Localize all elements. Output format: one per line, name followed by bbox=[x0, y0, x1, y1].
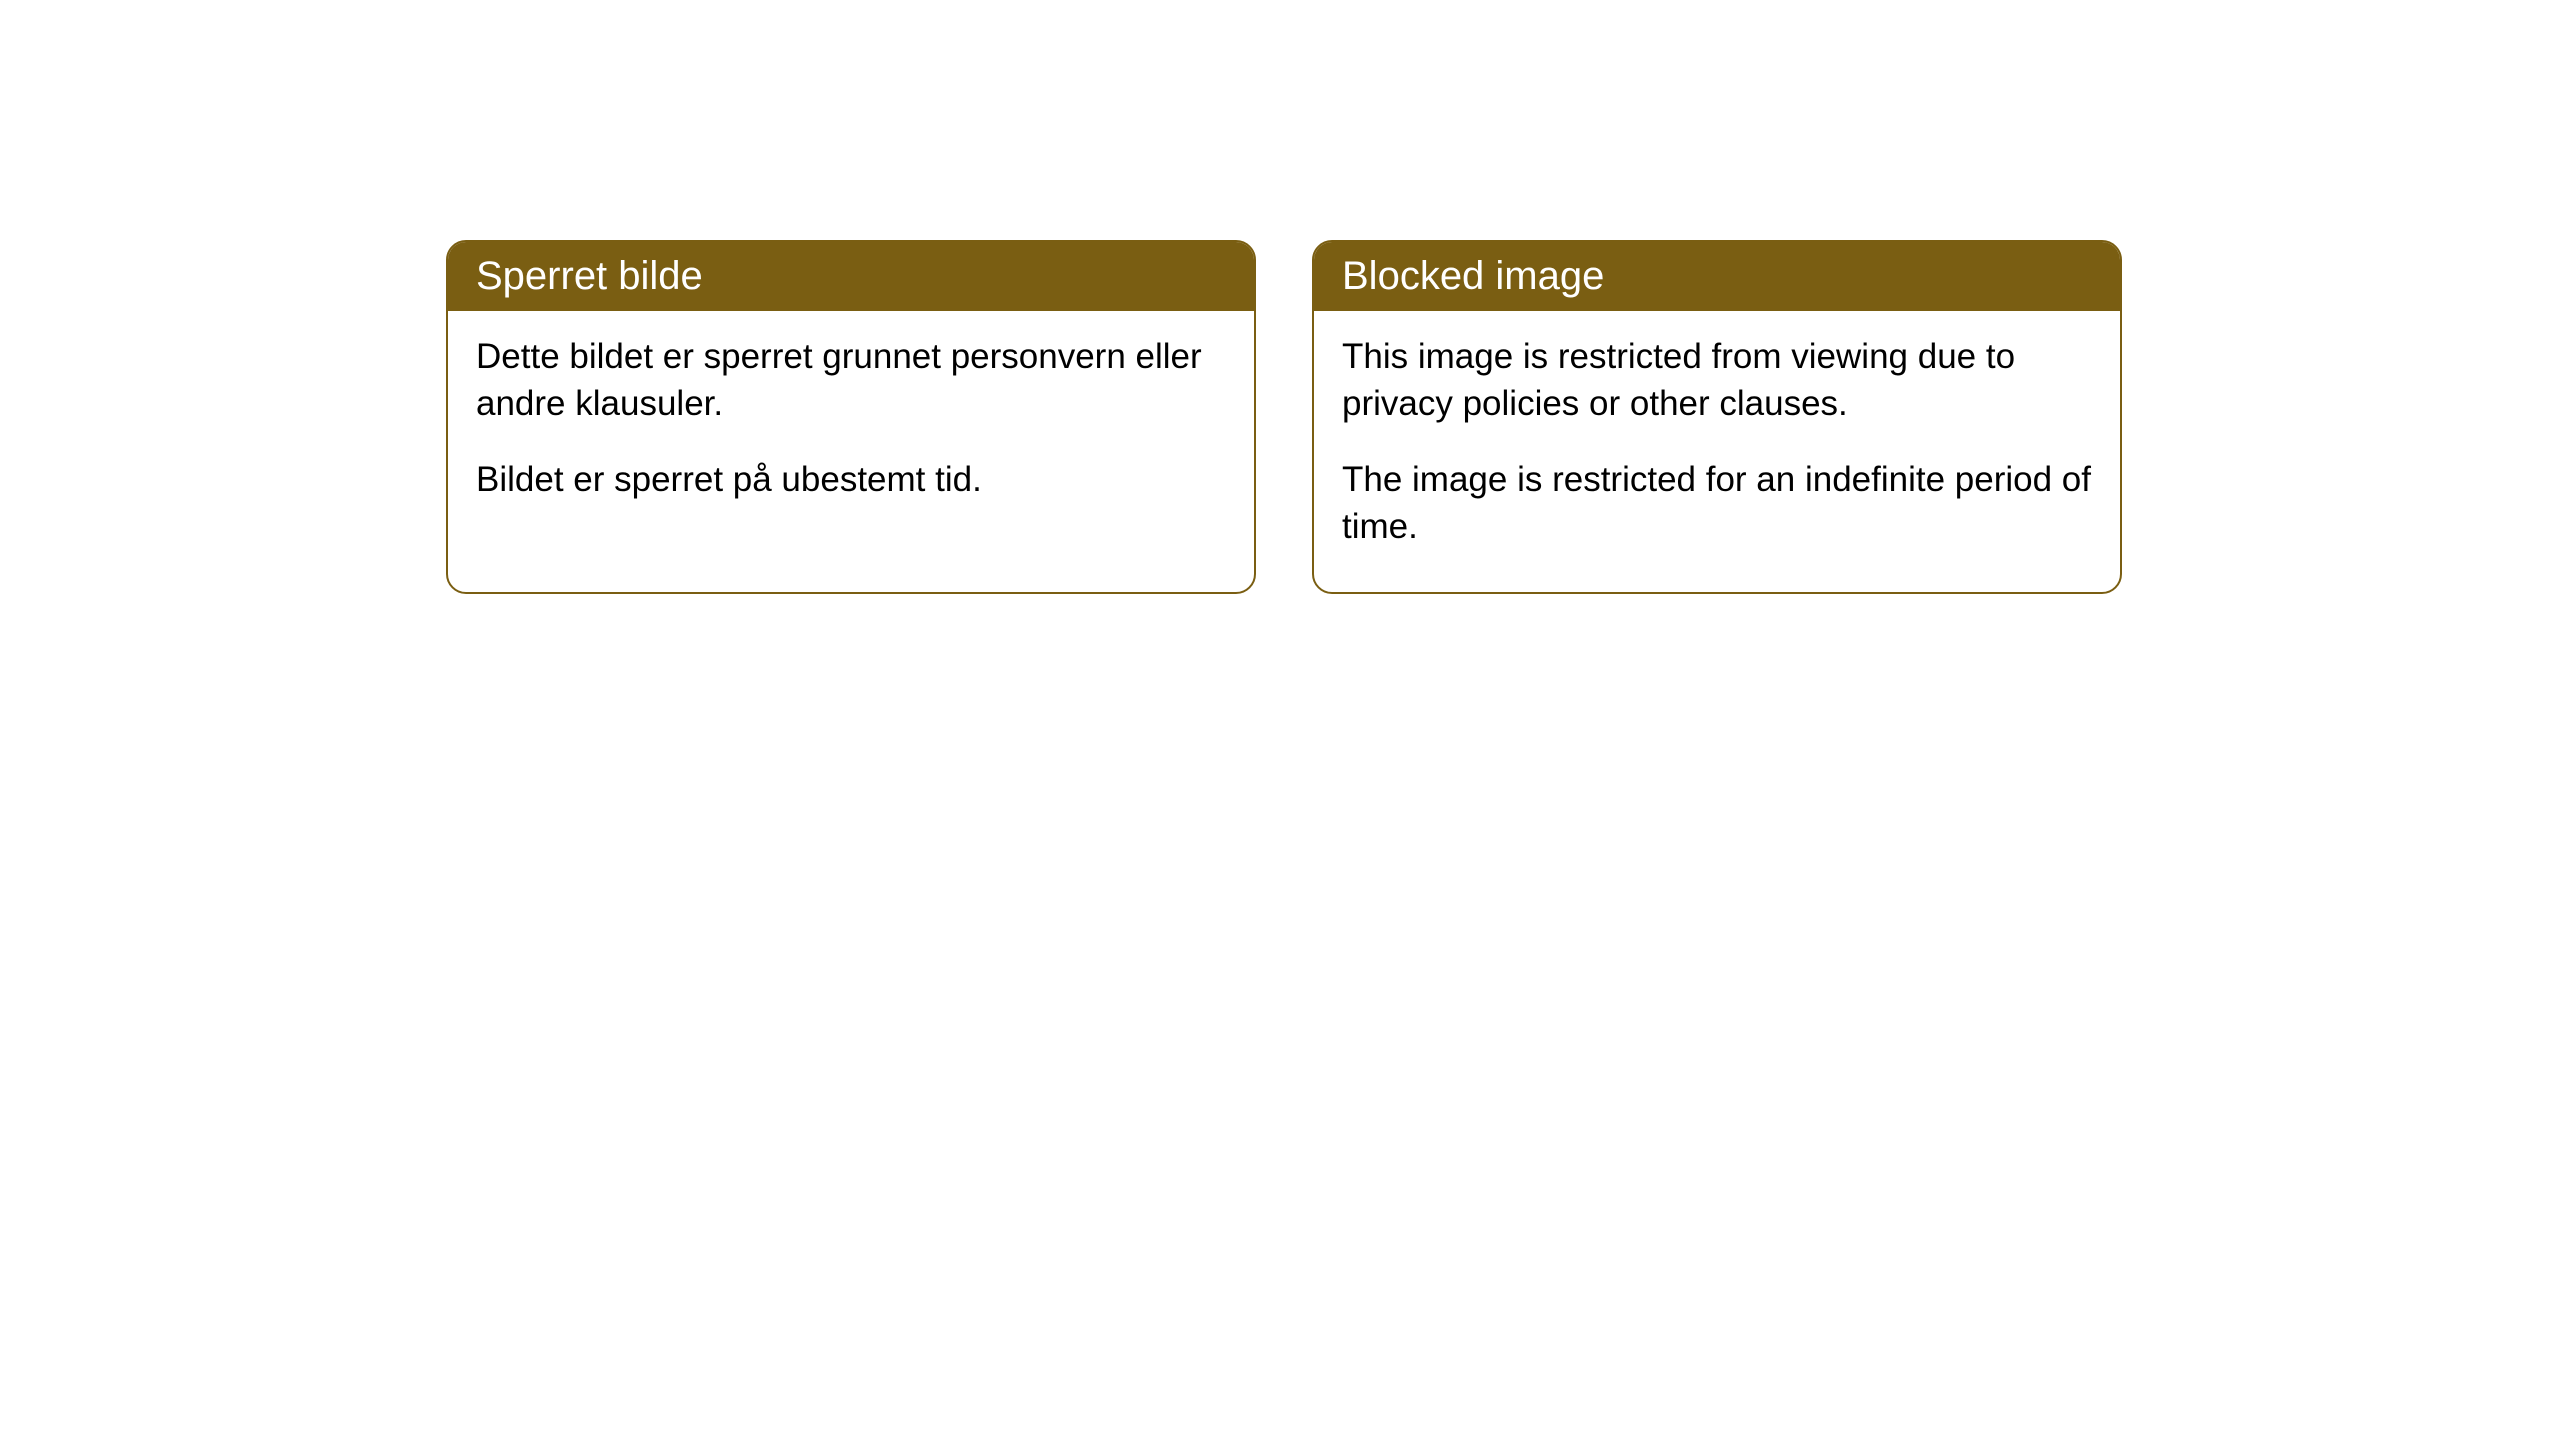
card-title: Sperret bilde bbox=[476, 254, 703, 298]
card-paragraph: The image is restricted for an indefinit… bbox=[1342, 456, 2092, 551]
card-paragraph: Dette bildet er sperret grunnet personve… bbox=[476, 333, 1226, 428]
card-body-norwegian: Dette bildet er sperret grunnet personve… bbox=[448, 311, 1254, 545]
notice-card-norwegian: Sperret bilde Dette bildet er sperret gr… bbox=[446, 240, 1256, 594]
card-header-english: Blocked image bbox=[1314, 242, 2120, 311]
card-title: Blocked image bbox=[1342, 254, 1604, 298]
card-header-norwegian: Sperret bilde bbox=[448, 242, 1254, 311]
card-paragraph: Bildet er sperret på ubestemt tid. bbox=[476, 456, 1226, 503]
card-paragraph: This image is restricted from viewing du… bbox=[1342, 333, 2092, 428]
card-body-english: This image is restricted from viewing du… bbox=[1314, 311, 2120, 592]
notice-card-english: Blocked image This image is restricted f… bbox=[1312, 240, 2122, 594]
notice-cards-container: Sperret bilde Dette bildet er sperret gr… bbox=[446, 240, 2122, 594]
